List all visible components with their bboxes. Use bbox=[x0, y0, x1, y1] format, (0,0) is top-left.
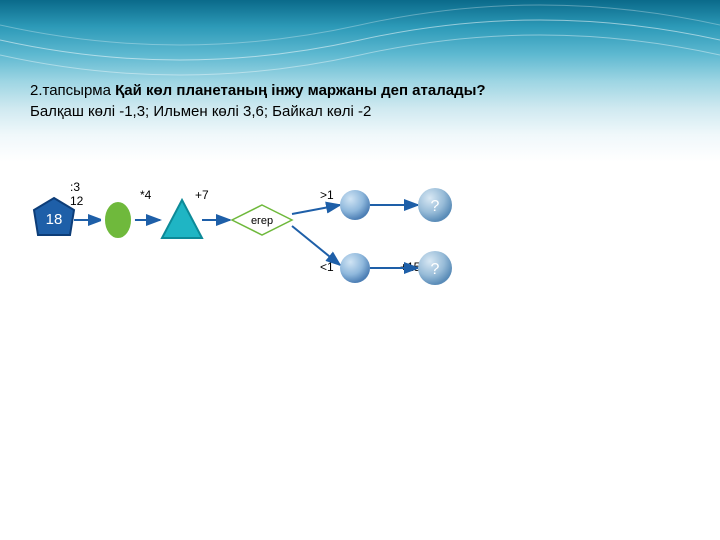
sphere-bottom bbox=[340, 253, 370, 283]
flowchart: :3 12 *4 +7 >1 <1 +15 bbox=[30, 180, 550, 330]
result-top: ? bbox=[418, 188, 452, 222]
start-value: 18 bbox=[46, 211, 63, 228]
start-pentagon: 18 bbox=[34, 198, 74, 235]
task-question: Қай көл планетаның інжу маржаны деп атал… bbox=[115, 82, 485, 99]
result-top-mark: ? bbox=[431, 198, 440, 215]
arrow-top bbox=[292, 205, 340, 214]
arrow-bottom bbox=[292, 226, 340, 265]
decision-diamond: егер bbox=[232, 205, 292, 235]
task-answers: Балқаш көлі -1,3; Ильмен көлі 3,6; Байка… bbox=[30, 103, 371, 120]
task-text: 2.тапсырма Қай көл планетаның інжу маржа… bbox=[30, 80, 690, 122]
flowchart-svg: 18 егер ? ? bbox=[30, 180, 550, 330]
sphere-top bbox=[340, 190, 370, 220]
ellipse-node bbox=[103, 200, 133, 240]
task-prefix: 2.тапсырма bbox=[30, 82, 115, 99]
decision-label: егер bbox=[251, 215, 273, 227]
triangle-node bbox=[162, 200, 202, 238]
result-bottom: ? bbox=[418, 251, 452, 285]
result-bottom-mark: ? bbox=[431, 261, 440, 278]
